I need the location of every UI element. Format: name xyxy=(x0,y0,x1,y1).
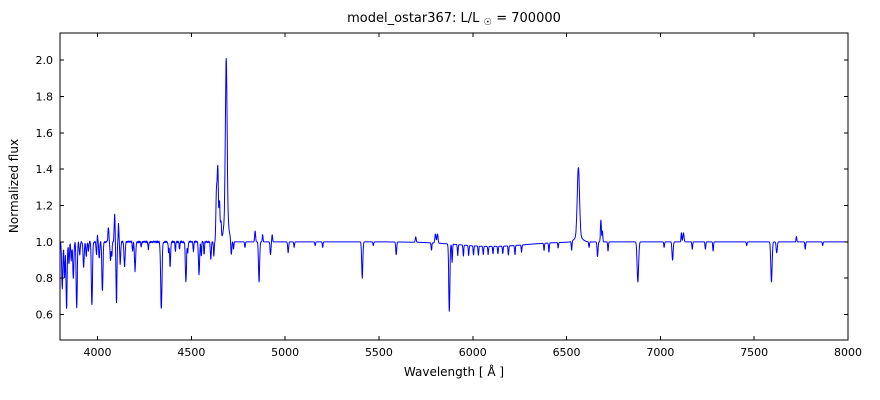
y-tick-label: 2.0 xyxy=(36,54,54,67)
y-tick-label: 1.2 xyxy=(36,200,54,213)
spectrum-line xyxy=(59,57,849,312)
x-tick-label: 7500 xyxy=(740,346,768,359)
x-tick-label: 6000 xyxy=(459,346,487,359)
x-axis-ticks: 4000 4500 5000 5500 6000 6500 7000 7500 8000 xyxy=(84,33,862,359)
y-tick-label: 1.0 xyxy=(36,236,54,249)
y-axis-label: Normalized flux xyxy=(7,139,21,233)
x-tick-label: 5000 xyxy=(271,346,299,359)
x-tick-label: 4500 xyxy=(177,346,205,359)
x-axis-label: Wavelength [ Å ] xyxy=(404,364,504,379)
plot-title-suffix: = 700000 xyxy=(496,11,561,26)
plot-title-prefix: model_ostar367: L/L xyxy=(347,11,480,26)
plot-border xyxy=(59,32,849,341)
y-axis-ticks: 0.6 0.8 1.0 1.2 1.4 1.6 1.8 2.0 xyxy=(36,54,848,322)
x-tick-label: 6500 xyxy=(553,346,581,359)
x-tick-label: 4000 xyxy=(84,346,112,359)
sun-symbol: ☉ xyxy=(484,17,493,28)
spectrum-path xyxy=(59,57,849,312)
x-tick-label: 5500 xyxy=(365,346,393,359)
y-tick-label: 1.6 xyxy=(36,127,54,140)
x-tick-label: 8000 xyxy=(834,346,862,359)
plot-title: model_ostar367: L/L ☉ = 700000 xyxy=(347,11,561,29)
y-tick-label: 1.4 xyxy=(36,163,54,176)
x-tick-label: 7000 xyxy=(646,346,674,359)
y-tick-label: 0.8 xyxy=(36,272,54,285)
y-tick-label: 1.8 xyxy=(36,91,54,104)
y-tick-label: 0.6 xyxy=(36,309,54,322)
